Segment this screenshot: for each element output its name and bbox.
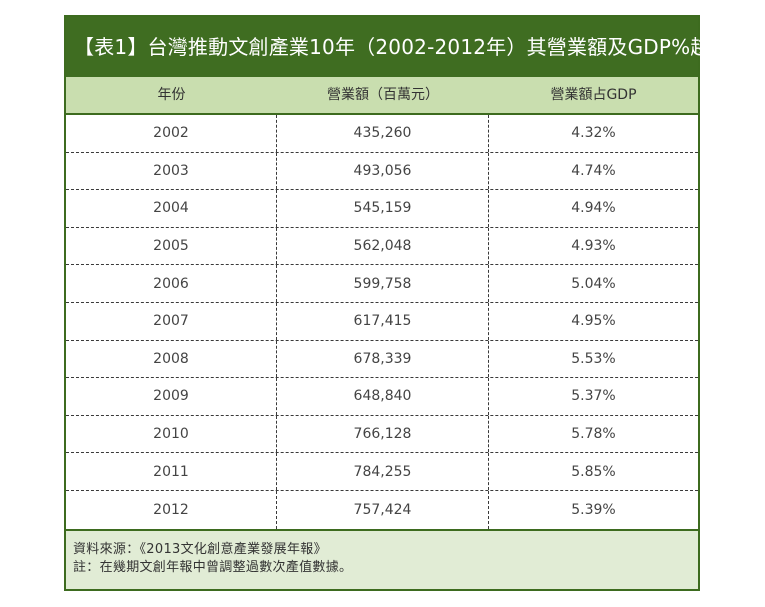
cell-gdp-share: 5.37% xyxy=(571,388,616,405)
cell-year: 2010 xyxy=(66,415,277,453)
cell-gdp-share: 5.39% xyxy=(571,501,616,518)
table-row: 2011 784,255 5.85% xyxy=(66,453,698,491)
header-gdp-share: 營業額占GDP xyxy=(550,87,637,103)
cell-year: 2006 xyxy=(66,265,277,302)
cell-revenue: 766,128 xyxy=(277,415,489,453)
cell-year: 2009 xyxy=(66,378,277,415)
cell-revenue: 493,056 xyxy=(277,152,489,190)
table-header-row: 年份 營業額（百萬元） 營業額占GDP xyxy=(66,77,698,115)
cell-revenue: 545,159 xyxy=(277,190,489,227)
cell-year: 2007 xyxy=(66,302,277,340)
header-year: 年份 xyxy=(157,87,186,103)
cell-revenue: 599,758 xyxy=(277,265,489,302)
cell-gdp-share: 4.94% xyxy=(571,200,616,217)
cell-gdp-share: 4.74% xyxy=(571,162,616,179)
table-row: 2005 562,048 4.93% xyxy=(66,227,698,266)
cell-revenue: 648,840 xyxy=(277,378,489,415)
table-row: 2004 545,159 4.94% xyxy=(66,190,698,228)
cell-revenue: 435,260 xyxy=(277,115,489,152)
source-note: 資料來源：《2013文化創意產業發展年報》 xyxy=(73,542,327,557)
cell-year: 2002 xyxy=(66,115,277,152)
cell-revenue: 757,424 xyxy=(277,490,489,529)
table-body: 2002 435,260 4.32% 2003 493,056 4.74% 20… xyxy=(66,115,698,531)
cell-revenue: 562,048 xyxy=(277,227,489,265)
table-row: 2007 617,415 4.95% xyxy=(66,302,698,341)
cell-year: 2008 xyxy=(66,340,277,378)
cell-year: 2012 xyxy=(66,490,277,529)
cell-year: 2004 xyxy=(66,190,277,227)
cell-gdp-share: 4.93% xyxy=(571,238,616,255)
cell-gdp-share: 5.78% xyxy=(571,426,616,443)
table-title: 【表1】台灣推動文創產業10年（2002-2012年）其營業額及GDP%趨勢 xyxy=(66,17,731,77)
cell-gdp-share: 4.32% xyxy=(571,125,616,142)
cell-gdp-share: 5.85% xyxy=(571,463,616,480)
cell-year: 2003 xyxy=(66,152,277,190)
table-row: 2010 766,128 5.78% xyxy=(66,415,698,454)
cell-gdp-share: 5.53% xyxy=(571,350,616,367)
cell-gdp-share: 4.95% xyxy=(571,313,616,330)
table-row: 2003 493,056 4.74% xyxy=(66,152,698,191)
table-notes: 資料來源：《2013文化創意產業發展年報》 註：在幾期文創年報中曾調整過數次產值… xyxy=(66,531,698,589)
table-row: 2012 757,424 5.39% xyxy=(66,490,698,529)
cell-revenue: 784,255 xyxy=(277,453,489,490)
cell-gdp-share: 5.04% xyxy=(571,275,616,292)
cell-revenue: 617,415 xyxy=(277,302,489,340)
table-row: 2002 435,260 4.32% xyxy=(66,115,698,153)
cell-revenue: 678,339 xyxy=(277,340,489,378)
table-row: 2008 678,339 5.53% xyxy=(66,340,698,379)
header-revenue: 營業額（百萬元） xyxy=(327,87,439,103)
cell-year: 2011 xyxy=(66,453,277,490)
data-table: 【表1】台灣推動文創產業10年（2002-2012年）其營業額及GDP%趨勢 年… xyxy=(64,15,731,591)
table-row: 2006 599,758 5.04% xyxy=(66,265,698,303)
table-row: 2009 648,840 5.37% xyxy=(66,378,698,416)
remark-note: 註：在幾期文創年報中曾調整過數次產值數據。 xyxy=(73,560,353,575)
cell-year: 2005 xyxy=(66,227,277,265)
